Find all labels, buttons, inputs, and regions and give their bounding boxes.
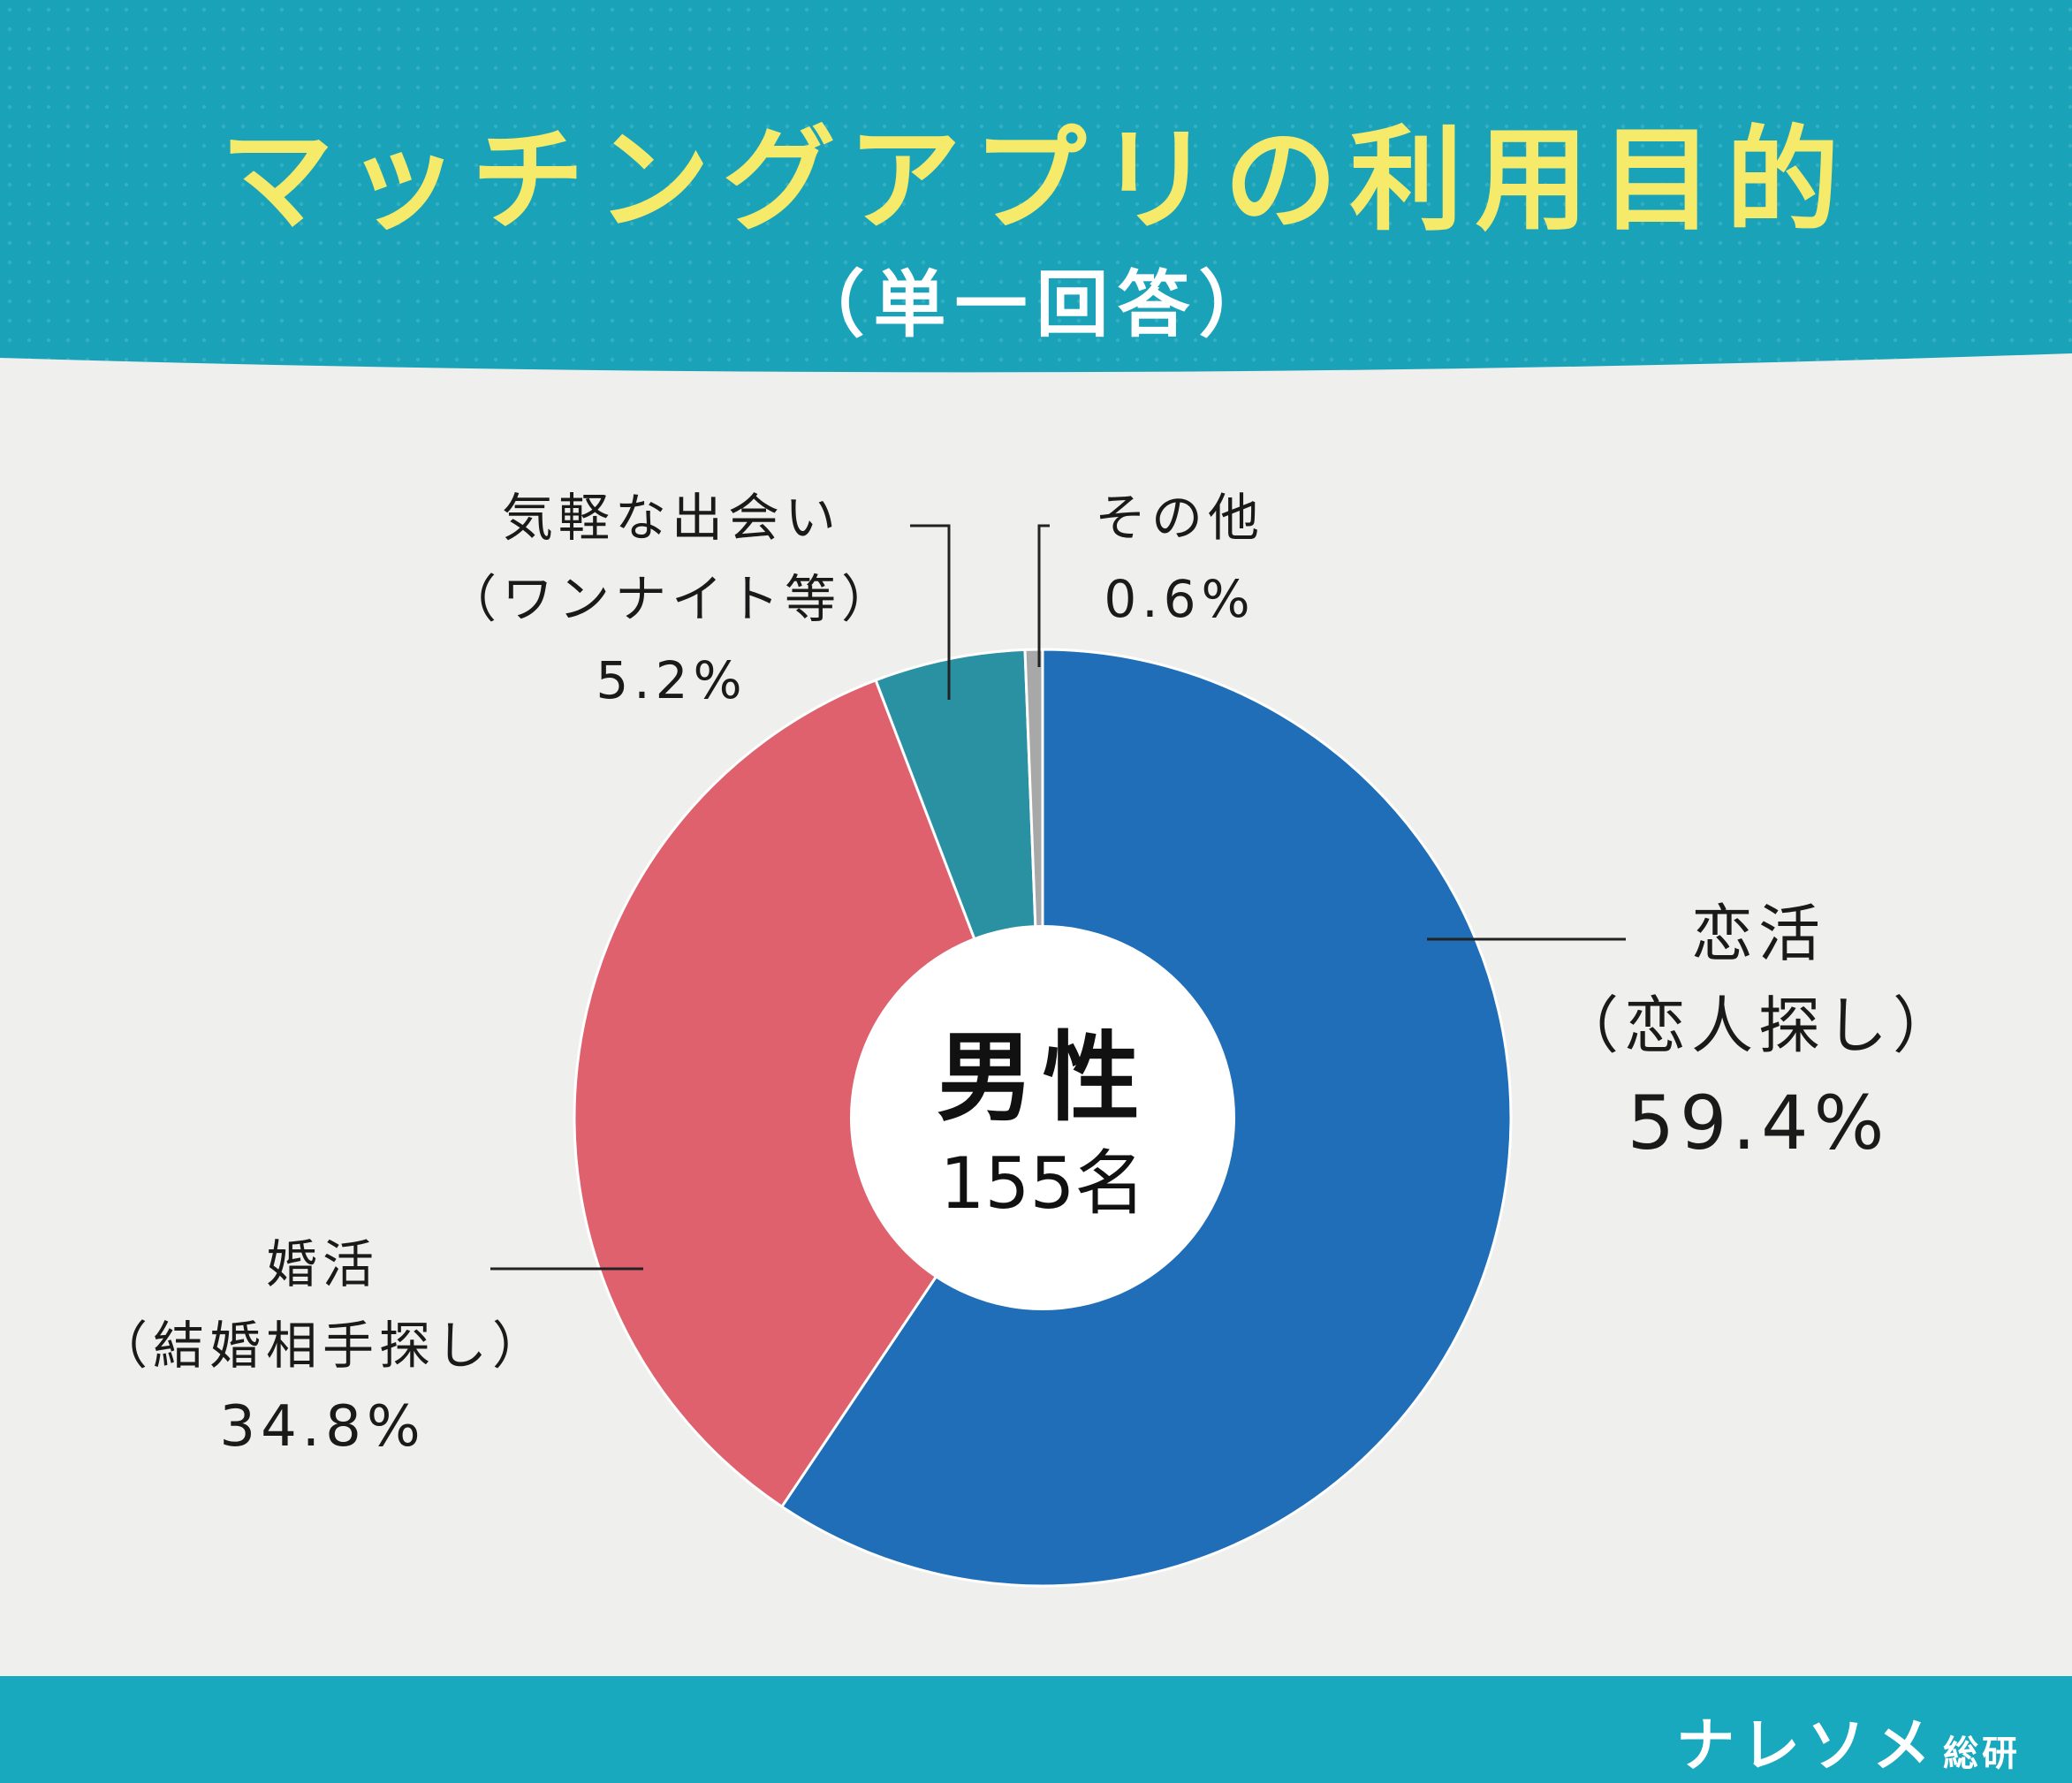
leader-other [1037,524,1050,667]
slice-label-subtitle: （恋人探し） [1557,990,1960,1062]
brand-sub: 総研 [1943,1734,2021,1774]
header-banner [0,0,2072,373]
slice-label-value: 0.6% [1104,569,1256,629]
slice-label-value: 5.2% [596,650,748,710]
footer-bar [0,1676,2072,1783]
center-hole [850,925,1235,1310]
slice-konkatsu [573,678,1044,1509]
slice-label-value: 34.8% [219,1394,426,1460]
slice-label-title: その他 [1094,488,1264,548]
leader-casual [910,524,951,700]
slice-label-subtitle: （ワンナイト等） [444,569,898,629]
slice-label-konkatsu: 婚活 （結婚相手探し） 34.8% [62,1224,583,1468]
brand-logo: ナレソメ 総研 [1676,1698,2021,1783]
slice-label-subtitle: （結婚相手探し） [95,1316,549,1376]
chart-subtitle: （単一回答） [792,263,1280,347]
center-count: 155名 [939,1142,1146,1225]
chart-title: マッチングアプリの利用目的 [220,115,1852,247]
slice-label-title: 恋活 [1691,898,1825,970]
slice-label-casual: 気軽な出会い （ワンナイト等） 5.2% [442,477,901,721]
center-gender: 男性 [937,1021,1149,1134]
center-label: 男性 155名 [884,1020,1202,1233]
slice-label-renkatsu: 恋活 （恋人探し） 59.4% [1542,888,1975,1174]
slice-label-other: その他 0.6% [1051,477,1308,640]
slice-label-value: 59.4% [1627,1080,1890,1166]
brand-name: ナレソメ [1676,1711,1938,1779]
slice-label-title: 婚活 [265,1234,379,1294]
slice-label-title: 気軽な出会い [501,488,841,548]
